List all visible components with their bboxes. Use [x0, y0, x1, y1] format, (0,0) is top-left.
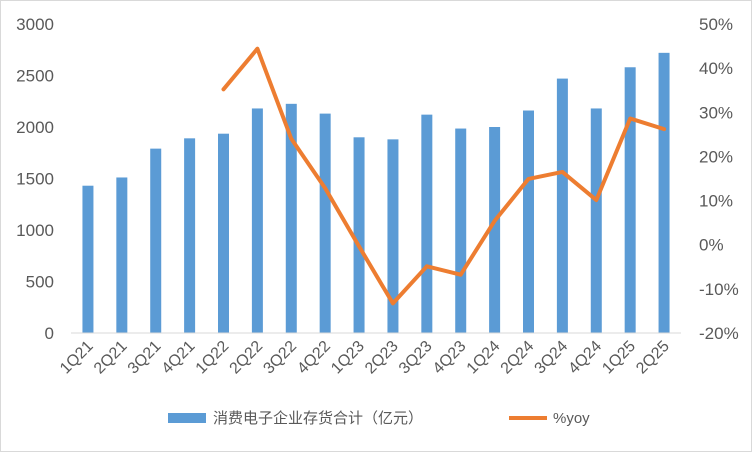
bar-1Q24	[489, 127, 501, 333]
line-series	[221, 46, 667, 306]
x-tick-label: 1Q23	[328, 338, 368, 378]
bar-2Q24	[523, 110, 534, 334]
x-tick-label: 4Q23	[430, 338, 470, 378]
yoy-line	[221, 46, 667, 306]
x-tick-label: 1Q21	[57, 338, 97, 378]
bar-3Q24	[556, 78, 568, 333]
right-tick-label: -20%	[699, 324, 739, 343]
x-tick-label: 3Q23	[396, 338, 436, 378]
right-tick-label: 40%	[699, 59, 733, 78]
legend-line-label: %yoy	[553, 410, 590, 427]
right-tick-label: -10%	[699, 280, 739, 299]
x-axis-ticks: 1Q212Q213Q214Q211Q222Q223Q224Q221Q232Q23…	[57, 338, 673, 378]
x-tick-label: 1Q22	[193, 338, 233, 378]
x-tick-label: 3Q22	[260, 338, 300, 378]
left-tick-label: 2500	[16, 67, 54, 86]
bar-4Q23	[455, 128, 467, 333]
right-tick-label: 0%	[699, 236, 724, 255]
left-tick-label: 2000	[16, 118, 54, 137]
bar-2Q25	[658, 52, 670, 334]
right-axis-ticks: -20% -10% 0% 10% 20% 30% 40% 50%	[699, 15, 739, 343]
x-tick-label: 3Q21	[125, 338, 165, 378]
right-tick-label: 20%	[699, 147, 733, 166]
legend-bar-label: 消费电子企业存货合计（亿元）	[213, 409, 423, 427]
legend-bar-swatch	[168, 413, 206, 423]
x-tick-label: 2Q22	[227, 338, 267, 378]
x-tick-label: 1Q24	[464, 338, 504, 378]
right-tick-label: 50%	[699, 15, 733, 34]
x-tick-label: 3Q24	[532, 338, 572, 378]
bar-series	[82, 52, 670, 334]
x-tick-label: 2Q25	[633, 338, 673, 378]
bar-4Q24	[590, 108, 602, 334]
legend: 消费电子企业存货合计（亿元） %yoy	[168, 409, 590, 427]
bar-2Q23	[387, 139, 399, 333]
left-tick-label: 500	[26, 273, 54, 292]
x-tick-label: 2Q21	[91, 338, 131, 378]
left-tick-label: 0	[45, 324, 54, 343]
bar-1Q23	[353, 137, 365, 333]
bar-3Q21	[150, 148, 162, 333]
bar-2Q22	[251, 108, 263, 334]
bar-1Q25	[624, 67, 636, 333]
bar-4Q21	[184, 138, 196, 333]
bar-3Q23	[421, 114, 433, 333]
left-tick-label: 3000	[16, 15, 54, 34]
right-tick-label: 10%	[699, 192, 733, 211]
x-tick-label: 1Q25	[599, 338, 639, 378]
x-tick-label: 4Q24	[565, 338, 605, 378]
left-tick-label: 1500	[16, 170, 54, 189]
left-tick-label: 1000	[16, 221, 54, 240]
bar-1Q21	[82, 185, 94, 333]
x-tick-label: 2Q24	[498, 338, 538, 378]
x-tick-label: 4Q21	[159, 338, 199, 378]
bar-1Q22	[218, 133, 229, 333]
x-tick-label: 4Q22	[294, 338, 334, 378]
x-tick-label: 2Q23	[362, 338, 402, 378]
bar-3Q22	[285, 103, 297, 333]
bar-2Q21	[116, 177, 128, 333]
bar-4Q22	[319, 113, 331, 333]
left-axis-ticks: 0 500 1000 1500 2000 2500 3000	[16, 15, 54, 343]
right-tick-label: 30%	[699, 103, 733, 122]
